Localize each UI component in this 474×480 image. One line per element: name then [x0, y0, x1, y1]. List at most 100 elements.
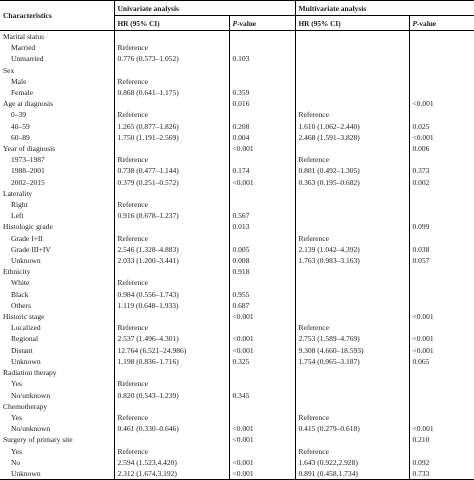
row-label: Grade III+IV	[11, 244, 51, 254]
univariate-p-cell	[228, 109, 295, 121]
univariate-p-cell	[228, 75, 295, 88]
univariate-hr-cell: Reference	[113, 232, 229, 244]
p-suffix: -value	[236, 18, 257, 28]
row-label: Ethnicity	[3, 267, 31, 277]
univariate-hr-cell: 2.312 (1.674,3.192)	[113, 467, 229, 480]
row-label: Others	[11, 300, 31, 310]
univariate-p-cell	[228, 64, 295, 76]
row-label: 40–59	[11, 121, 30, 131]
multivariate-p-header: P-value	[408, 15, 474, 31]
univariate-p-cell: 0.174	[228, 165, 295, 177]
table-row: 2002–2015 0.379 (0.251–0.572) <0.001 0.363 …	[0, 176, 474, 188]
multivariate-hr-cell: 2.753 (1.589–4.769)	[294, 333, 409, 345]
multivariate-hr-cell	[294, 277, 409, 289]
univariate-p-cell: 0.687	[228, 299, 295, 312]
multivariate-hr-cell: 1.610 (1.062–2.440)	[294, 120, 409, 132]
univariate-hr-cell	[113, 30, 229, 43]
row-label: Regional	[11, 334, 39, 344]
univariate-hr-cell	[113, 400, 229, 412]
row-label: 0–39	[11, 110, 26, 120]
table-row: Grade III+IV 2.546 (1.328–4.883) 0.005 2.13…	[0, 243, 474, 256]
multivariate-hr-cell	[294, 378, 409, 390]
univariate-p-cell	[228, 199, 295, 211]
multivariate-p-cell	[408, 277, 474, 289]
table-body: Marital status Married Reference Unmarried 0…	[0, 30, 474, 480]
table-row: White Reference	[0, 277, 474, 289]
multivariate-p-cell: <0.001	[408, 311, 474, 323]
univariate-p-cell: 0.359	[228, 87, 295, 99]
univariate-p-cell: <0.001	[228, 456, 295, 468]
row-label: Married	[11, 43, 36, 53]
row-label: Black	[11, 289, 29, 299]
univariate-p-header: P-value	[228, 15, 295, 31]
univariate-p-cell: 0.013	[228, 221, 295, 233]
multivariate-p-cell	[408, 42, 474, 54]
multivariate-p-cell	[408, 154, 474, 166]
row-label: 60–89	[11, 132, 30, 142]
multivariate-p-cell	[408, 53, 474, 65]
multivariate-hr-cell: 0.415 (0.279–0.618)	[294, 423, 409, 435]
multivariate-hr-cell: 0.801 (0.492–1.305)	[294, 165, 409, 177]
multivariate-p-cell	[408, 400, 474, 412]
multivariate-p-cell: 0.733	[408, 467, 474, 480]
univariate-p-cell	[228, 367, 295, 379]
row-label: Unknown	[11, 256, 41, 266]
univariate-hr-cell: 0.776 (0.573–1.052)	[113, 53, 229, 65]
row-label: No/unknown	[11, 390, 51, 400]
table-row: Surgery of primary site <0.001 0.210	[0, 434, 474, 446]
table-row: Yes Reference Reference	[0, 411, 474, 424]
univariate-p-cell	[228, 378, 295, 390]
table-row: Unknown 2.312 (1.674,3.192) <0.001 0.891 (0…	[0, 467, 474, 480]
univariate-p-cell	[228, 42, 295, 54]
multivariate-hr-cell	[294, 64, 409, 76]
univariate-p-cell	[228, 232, 295, 244]
multivariate-hr-cell	[294, 434, 409, 446]
multivariate-hr-cell: Reference	[294, 322, 409, 334]
row-label: Distant	[11, 345, 33, 355]
univariate-hr-cell	[113, 98, 229, 110]
table-row: Year of diagnosis <0.001 0.006	[0, 143, 474, 155]
multivariate-hr-cell	[294, 400, 409, 412]
univariate-hr-cell	[113, 434, 229, 446]
univariate-hr-cell: Reference	[113, 411, 229, 424]
multivariate-p-cell	[408, 64, 474, 76]
table-row: Sex	[0, 64, 474, 76]
row-label: Surgery of primary site	[3, 435, 73, 445]
multivariate-hr-cell	[294, 199, 409, 211]
table-row: Ethnicity 0.918	[0, 266, 474, 278]
p-suffix: -value	[416, 18, 437, 28]
univariate-p-cell: <0.001	[228, 344, 295, 356]
univariate-p-cell: <0.001	[228, 423, 295, 435]
univariate-hr-cell: Reference	[113, 445, 229, 457]
multivariate-hr-cell	[294, 266, 409, 278]
multivariate-p-cell	[408, 87, 474, 99]
univariate-hr-cell: 0.916 (0.678–1.237)	[113, 210, 229, 222]
multivariate-p-cell	[408, 187, 474, 200]
multivariate-hr-cell	[294, 367, 409, 379]
row-label: Localized	[11, 323, 41, 333]
multivariate-hr-cell	[294, 143, 409, 155]
univariate-p-cell: 0.918	[228, 266, 295, 278]
multivariate-p-cell	[408, 378, 474, 390]
univariate-hr-cell: 1.750 (1.191–2.569)	[113, 131, 229, 144]
multivariate-hr-cell: 1.763 (0.983–3.163)	[294, 255, 409, 267]
univariate-p-cell: 0.345	[228, 389, 295, 401]
univariate-hr-cell: Reference	[113, 42, 229, 54]
multivariate-hr-cell	[294, 221, 409, 233]
multivariate-p-cell	[408, 109, 474, 121]
table-row: Female 0.868 (0.641–1.175) 0.359	[0, 87, 474, 99]
row-label: Year of diagnosis	[3, 144, 56, 154]
row-label: Right	[11, 200, 28, 210]
multivariate-p-cell: <0.001	[408, 344, 474, 356]
p-letter: P	[412, 18, 417, 28]
multivariate-p-cell	[408, 445, 474, 457]
univariate-hr-cell: Reference	[113, 277, 229, 289]
univariate-hr-cell: Reference	[113, 378, 229, 390]
univariate-hr-cell	[113, 311, 229, 323]
multivariate-p-cell: 0.025	[408, 120, 474, 132]
multivariate-p-cell: 0.057	[408, 255, 474, 267]
univariate-hr-cell: 2.594 (1.523,4.420)	[113, 456, 229, 468]
multivariate-p-cell	[408, 322, 474, 334]
row-label: Unknown	[11, 356, 41, 366]
multivariate-hr-cell: Reference	[294, 232, 409, 244]
